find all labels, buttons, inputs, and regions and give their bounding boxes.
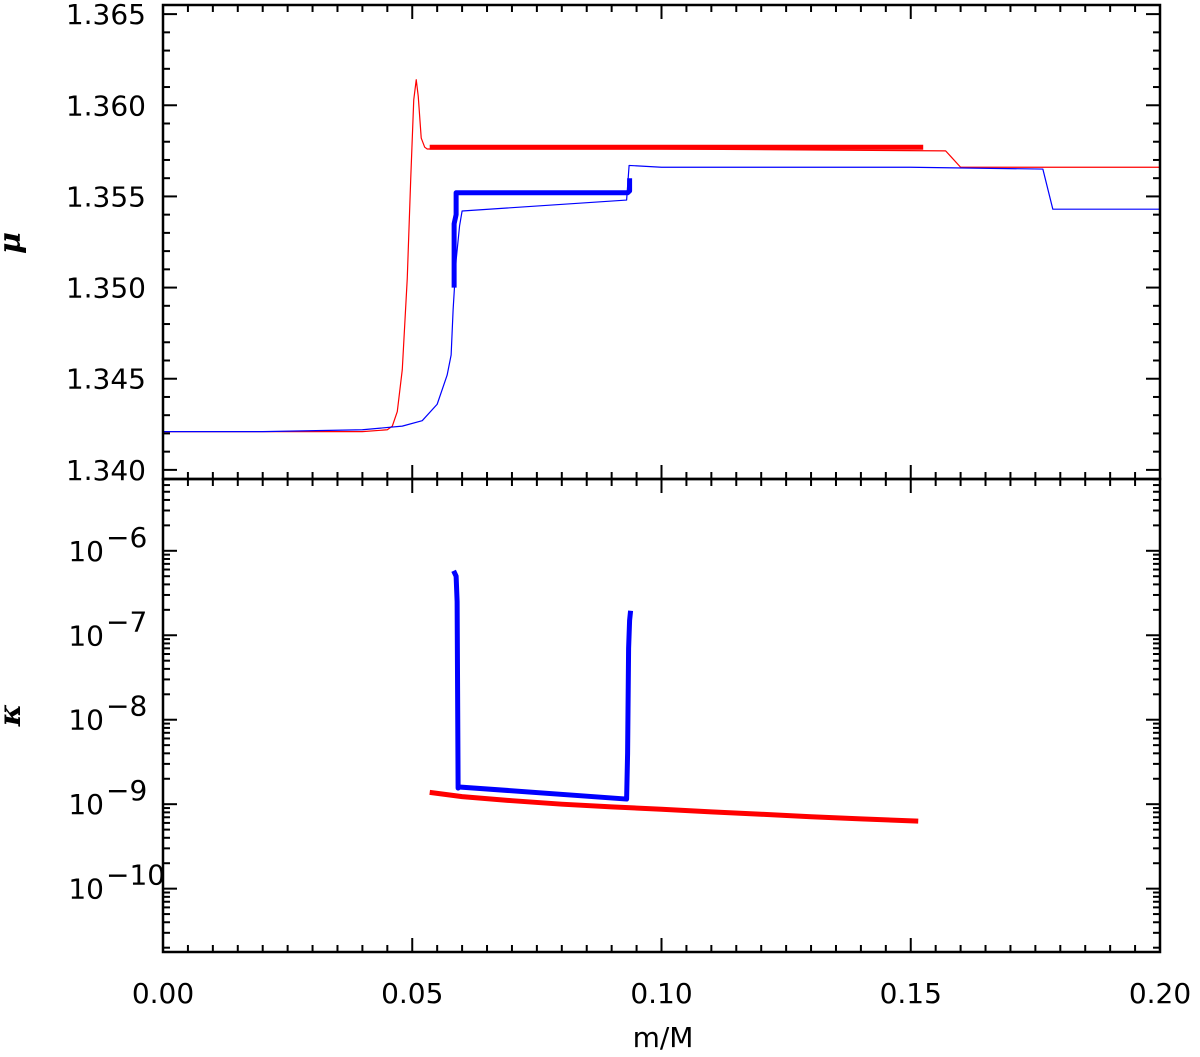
bottom-plot-area [429, 569, 919, 824]
bottom-y-tick-label: 10 [68, 788, 104, 821]
top-y-tick-label: 1.345 [66, 363, 146, 396]
top-y-tick-label: 1.355 [66, 180, 146, 213]
bottom-y-tick-exponent: −7 [106, 605, 147, 638]
bottom-y-tick-exponent: −10 [106, 859, 165, 892]
bottom-y-tick-exponent: −6 [106, 521, 147, 554]
bottom-y-tick-label: 10 [68, 704, 104, 737]
bottom-y-tick-label: 10 [68, 619, 104, 652]
x-axis-title: m/M [633, 1021, 694, 1054]
bottom-y-tick-label: 10 [68, 873, 104, 906]
bottom-y-tick-exponent: −9 [106, 774, 147, 807]
top-y-tick-label: 1.365 [66, 0, 146, 31]
top-ylabel: μ [0, 232, 28, 254]
top-y-tick-label: 1.360 [66, 89, 146, 122]
x-tick-label: 0.00 [132, 977, 194, 1010]
bottom-panel-frame [161, 477, 1162, 954]
x-tick-label: 0.15 [880, 977, 942, 1010]
x-tick-label: 0.10 [630, 977, 692, 1010]
top-y-tick-label: 1.340 [66, 454, 146, 487]
top-ticks: 1.340 1.345 1.350 1.355 1.360 1.365 [66, 0, 1161, 487]
bottom-ylabel: κ [0, 704, 28, 728]
top-plot-area [163, 79, 1160, 433]
bottom-y-tick-exponent: −8 [106, 690, 147, 723]
top-series-red-thin-line [163, 79, 1160, 433]
x-tick-label: 0.20 [1129, 977, 1191, 1010]
bottom-series-red-thick-line [429, 789, 919, 824]
x-tick-label: 0.05 [381, 977, 443, 1010]
bottom-series-blue-thick-line [451, 569, 634, 802]
bottom-y-tick-label: 10 [68, 535, 104, 568]
top-panel: 1.340 1.345 1.350 1.355 1.360 1.365 μ [0, 0, 1162, 487]
top-y-tick-label: 1.350 [66, 272, 146, 305]
top-series-blue-thick-line [451, 178, 633, 288]
